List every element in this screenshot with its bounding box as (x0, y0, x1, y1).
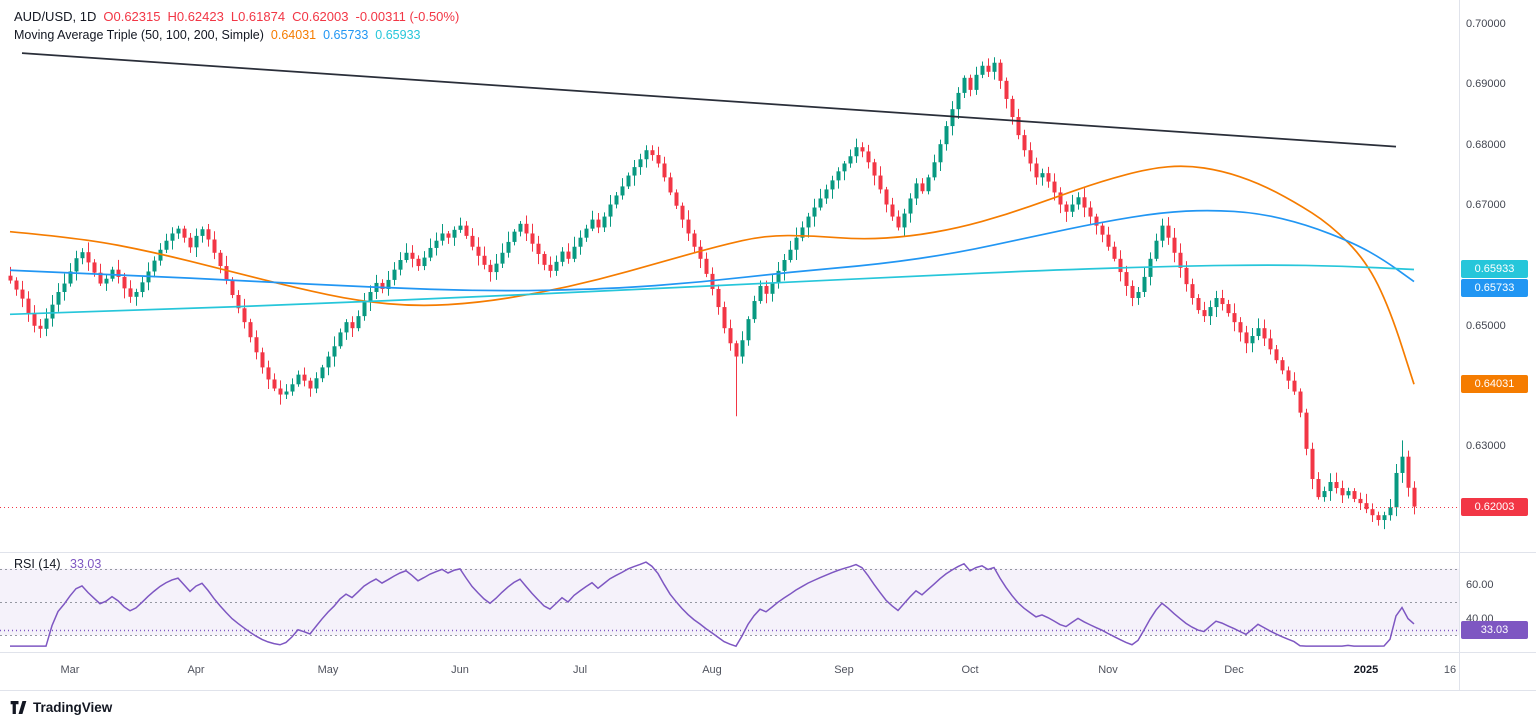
price-axis-badge: 0.64031 (1461, 375, 1528, 394)
rsi-axis-badge: 33.03 (1461, 621, 1528, 640)
ma100-value: 0.65733 (323, 28, 369, 42)
time-axis-label: 2025 (1353, 664, 1379, 676)
time-axis-label: Jul (572, 664, 588, 676)
ma-indicator-label[interactable]: Moving Average Triple (50, 100, 200, Sim… (14, 28, 264, 42)
price-axis-tick: 0.70000 (1466, 18, 1506, 31)
rsi-axis-tick: 60.00 (1466, 579, 1494, 592)
ma-indicator-row[interactable]: Moving Average Triple (50, 100, 200, Sim… (14, 26, 459, 45)
time-axis-label: Mar (60, 664, 80, 676)
time-axis-label: Sep (834, 664, 854, 676)
ohlc-open: O0.62315 (103, 9, 161, 24)
price-axis-tick: 0.65000 (1466, 319, 1506, 332)
symbol-legend: AUD/USD, 1D O0.62315 H0.62423 L0.61874 C… (14, 7, 459, 45)
ohlc-close: C0.62003 (292, 9, 349, 24)
price-axis-tick: 0.68000 (1466, 138, 1506, 151)
price-axis-badge: 0.65733 (1461, 279, 1528, 298)
ohlc-low: L0.61874 (230, 9, 286, 24)
time-axis-label: 16 (1443, 664, 1457, 676)
time-axis[interactable] (0, 652, 1536, 690)
ma50-value: 0.64031 (270, 28, 317, 42)
ohlc-high: H0.62423 (167, 9, 224, 24)
time-axis-label: Oct (961, 664, 979, 676)
symbol-title[interactable]: AUD/USD, 1D (14, 9, 97, 24)
time-axis-label: Nov (1098, 664, 1118, 676)
price-axis-tick: 0.69000 (1466, 78, 1506, 91)
chart-canvas[interactable] (0, 0, 1536, 690)
rsi-current-value: 33.03 (70, 557, 102, 571)
rsi-indicator-legend[interactable]: RSI (14) 33.03 (14, 557, 107, 571)
footer-bar: TradingView (0, 690, 1536, 723)
price-axis-badge: 0.65933 (1461, 260, 1528, 279)
time-axis-label: Dec (1224, 664, 1244, 676)
price-axis-badge: 0.62003 (1461, 497, 1528, 516)
time-axis-label: Aug (702, 664, 722, 676)
tradingview-brand[interactable]: TradingView (33, 699, 113, 715)
time-axis-label: Jun (451, 664, 469, 676)
tradingview-logo-icon[interactable] (10, 700, 27, 715)
price-axis-tick: 0.63000 (1466, 440, 1506, 453)
ma200-value: 0.65933 (375, 28, 421, 42)
time-axis-label: May (317, 664, 339, 676)
time-axis-label: Apr (187, 664, 205, 676)
symbol-ohlc-row[interactable]: AUD/USD, 1D O0.62315 H0.62423 L0.61874 C… (14, 7, 459, 26)
change-value: -0.00311 (-0.50%) (355, 9, 460, 24)
price-axis-tick: 0.67000 (1466, 199, 1506, 212)
rsi-label: RSI (14) (14, 557, 61, 571)
